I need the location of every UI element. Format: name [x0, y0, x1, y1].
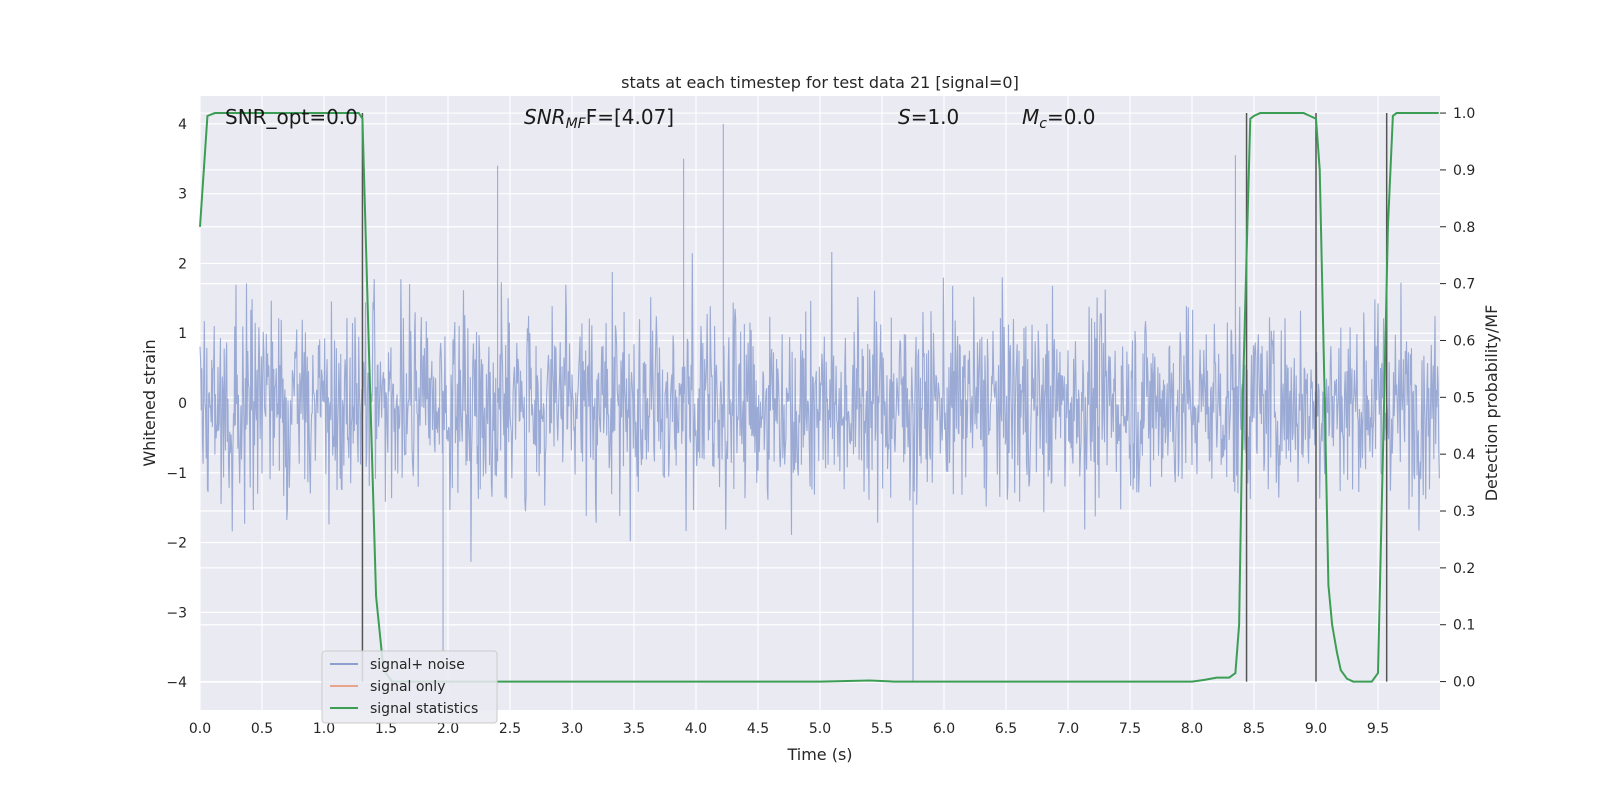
annotation-snr-mf-sub: MF: [566, 116, 587, 132]
x-axis-label: Time (s): [786, 745, 852, 764]
y-left-tick-label: 2: [178, 256, 187, 272]
x-tick-label: 7.0: [1057, 721, 1079, 737]
x-tick-label: 1.0: [313, 721, 335, 737]
x-tick-label: 8.0: [1181, 721, 1203, 737]
y-left-tick-label: 3: [178, 187, 187, 203]
x-axis-ticks: 0.0 0.5 1.0 1.5 2.0 2.5 3.0 3.5 4.0 4.5 5.0 5.5 6.0 6…: [189, 721, 1389, 737]
y-right-tick-label: 0.3: [1453, 504, 1475, 520]
annotation-mc-value: =0.0: [1047, 105, 1096, 129]
y-right-tick-label: 0.6: [1453, 333, 1475, 349]
legend-label-signal-only: signal only: [370, 679, 445, 695]
annotation-mc-var: M: [1022, 105, 1039, 129]
legend-label-signal-noise: signal+ noise: [370, 657, 465, 673]
x-tick-label: 2.5: [499, 721, 521, 737]
legend-label-signal-statistics: signal statistics: [370, 701, 478, 717]
x-tick-label: 3.0: [561, 721, 583, 737]
y-right-axis-ticks: 0.0 0.1 0.2 0.3 0.4 0.5 0.6 0.7 0.8 0.9 1.0: [1440, 106, 1475, 691]
annotation-snr-mf: SNRMFF=[4.07]: [524, 105, 674, 132]
annotation-snr-opt: SNR_opt=0.0: [225, 105, 358, 129]
chart-title: stats at each timestep for test data 21 …: [621, 73, 1019, 92]
y-left-tick-label: 4: [178, 117, 187, 133]
x-tick-label: 1.5: [375, 721, 397, 737]
y-right-axis-label: Detection probability/MF: [1482, 305, 1501, 502]
x-tick-label: 7.5: [1119, 721, 1141, 737]
y-right-tick-label: 0.8: [1453, 220, 1475, 236]
annotation-s: S=1.0: [898, 105, 959, 129]
y-left-tick-label: −4: [166, 675, 187, 691]
y-left-tick-label: 0: [178, 396, 187, 412]
x-tick-label: 4.0: [685, 721, 707, 737]
signal-noise-series: [199, 123, 1440, 683]
annotation-mc-sub: c: [1039, 116, 1047, 132]
y-left-tick-label: 1: [178, 326, 187, 342]
annotation-s-value: =1.0: [911, 105, 960, 129]
y-right-tick-label: 0.1: [1453, 618, 1475, 634]
x-tick-label: 5.5: [871, 721, 893, 737]
y-right-tick-label: 0.0: [1453, 675, 1475, 691]
x-tick-label: 9.5: [1367, 721, 1389, 737]
x-tick-label: 4.5: [747, 721, 769, 737]
y-right-tick-label: 0.7: [1453, 277, 1475, 293]
annotation-mc: Mc=0.0: [1022, 105, 1096, 132]
x-tick-label: 5.0: [809, 721, 831, 737]
y-right-tick-label: 0.5: [1453, 390, 1475, 406]
x-tick-label: 0.5: [251, 721, 273, 737]
y-left-tick-label: −1: [166, 466, 187, 482]
y-left-axis-label: Whitened strain: [140, 339, 159, 466]
signal-statistics-line: [199, 112, 1439, 683]
signal-statistics-series: [199, 112, 1439, 683]
y-left-axis-ticks: −4 −3 −2 −1 0 1 2 3 4: [166, 117, 187, 691]
x-tick-label: 3.5: [623, 721, 645, 737]
legend: signal+ noise signal only signal statist…: [321, 650, 498, 724]
y-right-tick-label: 0.2: [1453, 561, 1475, 577]
y-right-tick-label: 0.4: [1453, 447, 1475, 463]
y-right-tick-label: 1.0: [1453, 106, 1475, 122]
x-tick-label: 8.5: [1243, 721, 1265, 737]
x-tick-label: 2.0: [437, 721, 459, 737]
y-left-tick-label: −3: [166, 605, 187, 621]
x-tick-label: 9.0: [1305, 721, 1327, 737]
signal-noise-line: [199, 123, 1440, 683]
x-tick-label: 6.0: [933, 721, 955, 737]
y-left-tick-label: −2: [166, 536, 187, 552]
annotation-snr-mf-value: F=[4.07]: [586, 105, 674, 129]
annotation-snr-mf-main: SNR: [524, 105, 566, 129]
x-tick-label: 0.0: [189, 721, 211, 737]
legend-box: [321, 650, 498, 724]
x-tick-label: 6.5: [995, 721, 1017, 737]
annotation-s-var: S: [898, 105, 911, 129]
vertical-markers: [361, 113, 1388, 682]
y-right-tick-label: 0.9: [1453, 163, 1475, 179]
